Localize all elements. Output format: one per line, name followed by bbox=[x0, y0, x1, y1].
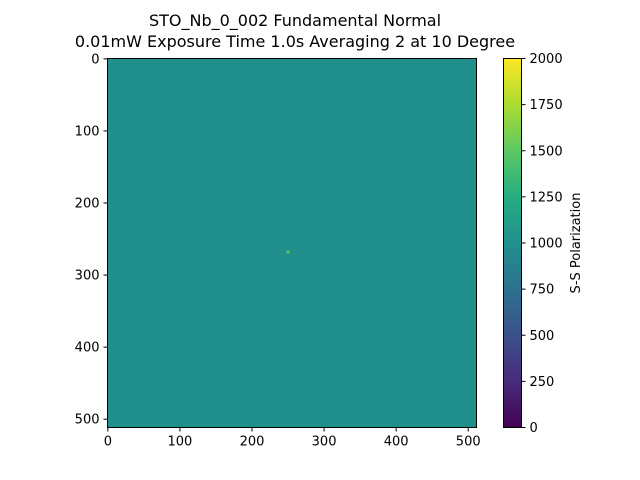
y-tick-label: 0 bbox=[91, 52, 99, 67]
y-tick-label: 400 bbox=[75, 341, 100, 356]
colorbar-gradient bbox=[503, 58, 522, 428]
heatmap-background bbox=[107, 58, 477, 428]
x-tick-label: 400 bbox=[384, 435, 409, 450]
x-tick-label: 200 bbox=[240, 435, 265, 450]
y-tick-label: 100 bbox=[75, 124, 100, 139]
y-axis: 0 100 200 300 400 500 bbox=[75, 52, 108, 428]
colorbar-tick-label: 1750 bbox=[530, 98, 563, 113]
colorbar-ticks: 0 250 500 750 1000 1250 1500 1750 2000 bbox=[521, 52, 563, 436]
chart-title-line1: STO_Nb_0_002 Fundamental Normal bbox=[149, 11, 441, 31]
colorbar-tick-label: 0 bbox=[530, 421, 538, 436]
colorbar-tick-label: 1250 bbox=[530, 190, 563, 205]
heatmap-plot-area bbox=[107, 58, 477, 428]
colorbar-tick-label: 500 bbox=[530, 329, 555, 344]
plot-frame bbox=[107, 58, 477, 428]
heatmap-hotspot bbox=[286, 250, 290, 254]
y-tick-label: 500 bbox=[75, 413, 100, 428]
colorbar-tick-label: 250 bbox=[530, 375, 555, 390]
x-axis: 0 100 200 300 400 500 bbox=[104, 427, 481, 450]
colorbar: 0 250 500 750 1000 1250 1500 1750 2000 S-S Polar… bbox=[503, 52, 584, 436]
x-tick-label: 0 bbox=[104, 435, 112, 450]
chart-title-line2: 0.01mW Exposure Time 1.0s Averaging 2 at… bbox=[75, 32, 515, 51]
colorbar-label: S-S Polarization bbox=[569, 193, 584, 294]
y-tick-label: 300 bbox=[75, 269, 100, 284]
y-tick-label: 200 bbox=[75, 197, 100, 212]
colorbar-tick-label: 1500 bbox=[530, 144, 563, 159]
x-tick-label: 300 bbox=[312, 435, 337, 450]
colorbar-tick-label: 1000 bbox=[530, 237, 563, 252]
x-tick-label: 500 bbox=[456, 435, 481, 450]
colorbar-tick-label: 2000 bbox=[530, 52, 563, 67]
colorbar-tick-label: 750 bbox=[530, 283, 555, 298]
x-tick-label: 100 bbox=[168, 435, 193, 450]
